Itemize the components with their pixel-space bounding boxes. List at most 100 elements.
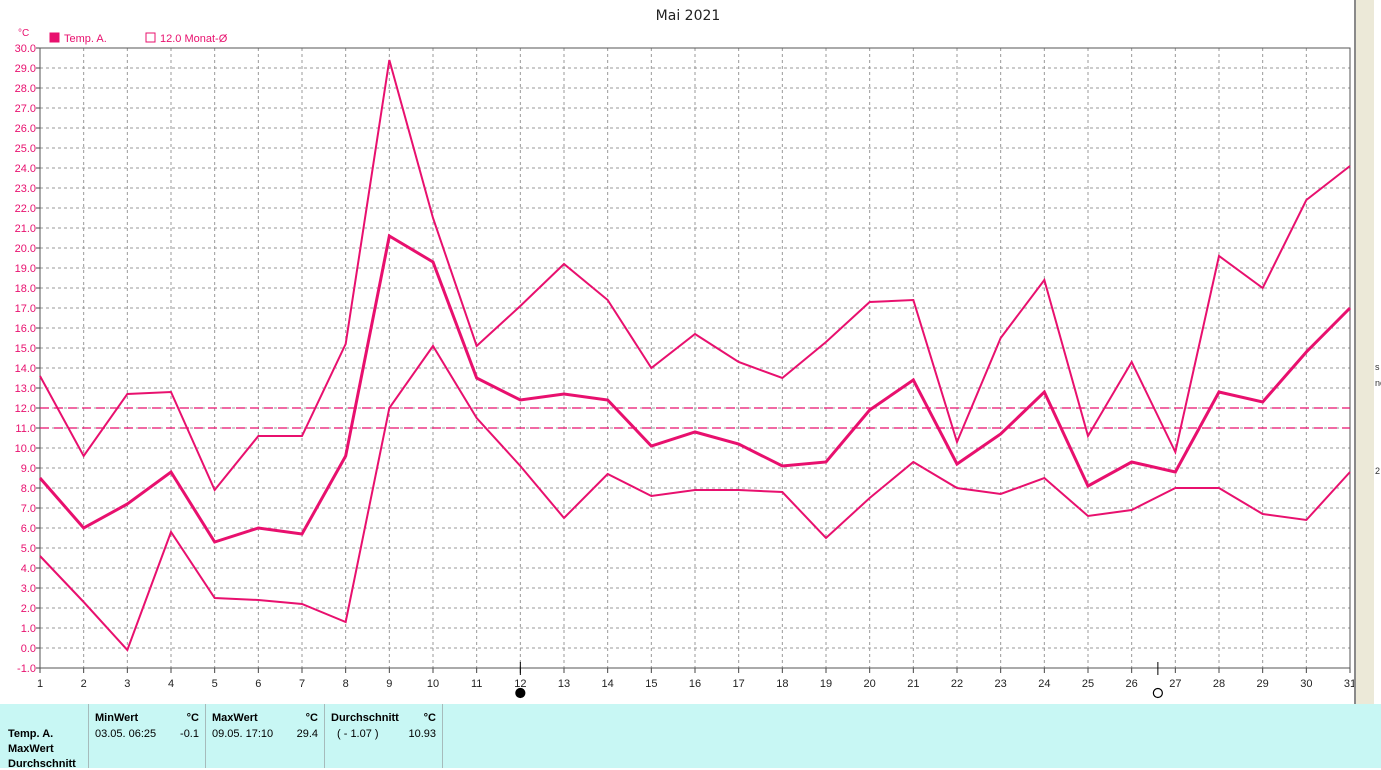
chart-title: Mai 2021 — [656, 8, 721, 24]
y-tick-label: 8.0 — [21, 483, 36, 495]
x-tick-label: 30 — [1300, 678, 1312, 690]
y-tick-label: 1.0 — [21, 623, 36, 635]
x-tick-label: 22 — [951, 678, 963, 690]
cut-off-text: s — [1375, 362, 1380, 372]
y-tick-label: 4.0 — [21, 563, 36, 575]
x-tick-labels: 1 2 3 4 5 6 7 8 9 10 11 12 13 14 15 16 17 18 19 20 21 22 23 24 2… — [37, 678, 1354, 690]
x-tick-label: 17 — [733, 678, 745, 690]
x-tick-label: 12 — [514, 678, 526, 690]
x-tick-label: 19 — [820, 678, 832, 690]
legend: Temp. A. 12.0 Monat-Ø — [49, 32, 228, 45]
min-column: MinWert °C 03.05. 06:25 -0.1 — [88, 704, 205, 768]
temperature-chart: Mai 2021 °C Temp. A. 12.0 Monat-Ø 30.029.… — [15, 8, 1354, 699]
legend-swatch — [49, 32, 60, 43]
y-tick-label: 21.0 — [15, 223, 36, 235]
y-tick-label: 10.0 — [15, 443, 36, 455]
y-tick-label: 13.0 — [15, 383, 36, 395]
y-tick-label: 16.0 — [15, 323, 36, 335]
x-tick-label: 15 — [645, 678, 657, 690]
grid — [39, 47, 1351, 669]
y-tick-label: 27.0 — [15, 103, 36, 115]
max-unit: °C — [305, 712, 318, 724]
statistics-panel: Temp. A. MaxWert Durchschnitt MinWert °C… — [0, 704, 1381, 770]
legend-label: 12.0 Monat-Ø — [160, 33, 228, 45]
y-tick-label: 18.0 — [15, 283, 36, 295]
y-tick-labels: 30.0 29.0 28.0 27.0 26.0 25.0 24.0 23.0 22.0 21.0… — [15, 43, 36, 675]
x-tick-label: 18 — [776, 678, 788, 690]
min-datetime: 03.05. 06:25 — [95, 728, 157, 740]
y-tick-label: -1.0 — [17, 663, 36, 675]
x-tick-label: 9 — [386, 678, 392, 690]
x-tick-label: 3 — [124, 678, 130, 690]
reference-lines — [40, 407, 1350, 429]
y-tick-label: 22.0 — [15, 203, 36, 215]
moon-markers — [515, 662, 1163, 699]
y-tick-label: 20.0 — [15, 243, 36, 255]
x-tick-label: 6 — [255, 678, 261, 690]
y-tick-label: 15.0 — [15, 343, 36, 355]
cut-off-text: 2 — [1375, 466, 1381, 476]
x-tick-label: 14 — [602, 678, 614, 690]
y-tick-label: 25.0 — [15, 143, 36, 155]
full-moon-icon — [1152, 687, 1163, 699]
max-datetime: 09.05. 17:10 — [212, 728, 274, 740]
x-tick-label: 28 — [1213, 678, 1225, 690]
y-tick-label: 0.0 — [21, 643, 36, 655]
window-edge — [1374, 0, 1381, 704]
new-moon-icon — [515, 687, 526, 699]
y-tick-label: 23.0 — [15, 183, 36, 195]
min-header: MinWert — [95, 712, 139, 724]
x-tick-label: 23 — [995, 678, 1007, 690]
series-line-avg — [38, 233, 1352, 544]
series-lines — [38, 59, 1352, 652]
x-tick-label: 4 — [168, 678, 174, 690]
y-tick-label: 17.0 — [15, 303, 36, 315]
y-tick-label: 14.0 — [15, 363, 36, 375]
x-tick-label: 7 — [299, 678, 305, 690]
x-tick-label: 2 — [81, 678, 87, 690]
legend-label: Temp. A. — [64, 33, 107, 45]
y-tick-label: 6.0 — [21, 523, 36, 535]
y-tick-label: 5.0 — [21, 543, 36, 555]
x-tick-label: 16 — [689, 678, 701, 690]
plot-frame — [39, 47, 1351, 669]
x-tick-label: 25 — [1082, 678, 1094, 690]
row-label-avg: Durchschnitt — [8, 758, 76, 770]
y-tick-label: 19.0 — [15, 263, 36, 275]
x-tick-label: 20 — [864, 678, 876, 690]
y-axis-unit: °C — [18, 28, 29, 39]
cut-off-text: ne — [1375, 378, 1381, 388]
x-tick-label: 5 — [212, 678, 218, 690]
max-header: MaxWert — [212, 712, 258, 724]
y-tick-label: 26.0 — [15, 123, 36, 135]
y-tick-label: 9.0 — [21, 463, 36, 475]
avg-column: Durchschnitt °C ( - 1.07 ) 10.93 — [324, 704, 443, 768]
min-unit: °C — [186, 712, 199, 724]
min-value: -0.1 — [180, 728, 199, 740]
x-tick-label: 1 — [37, 678, 43, 690]
y-tick-label: 2.0 — [21, 603, 36, 615]
window-edge-strip: s ne 2 — [1354, 0, 1381, 704]
avg-delta: ( - 1.07 ) — [337, 728, 379, 740]
y-tick-label: 12.0 — [15, 403, 36, 415]
row-label-max: MaxWert — [8, 743, 54, 755]
max-value: 29.4 — [296, 728, 318, 740]
x-tick-label: 31 — [1344, 678, 1354, 690]
x-tick-label: 8 — [343, 678, 349, 690]
y-tick-label: 3.0 — [21, 583, 36, 595]
x-tick-label: 11 — [471, 678, 482, 690]
max-column: MaxWert °C 09.05. 17:10 29.4 — [205, 704, 324, 768]
legend-swatch — [145, 32, 156, 43]
x-tick-label: 21 — [907, 678, 919, 690]
x-tick-label: 10 — [427, 678, 439, 690]
series-line-max — [39, 59, 1351, 492]
x-tick-label: 29 — [1257, 678, 1269, 690]
y-tick-label: 28.0 — [15, 83, 36, 95]
avg-header: Durchschnitt — [331, 712, 399, 724]
x-tick-label: 13 — [558, 678, 570, 690]
x-tick-label: 27 — [1169, 678, 1181, 690]
y-tick-label: 24.0 — [15, 163, 36, 175]
y-tick-label: 29.0 — [15, 63, 36, 75]
y-tick-label: 7.0 — [21, 503, 36, 515]
x-tick-label: 26 — [1126, 678, 1138, 690]
